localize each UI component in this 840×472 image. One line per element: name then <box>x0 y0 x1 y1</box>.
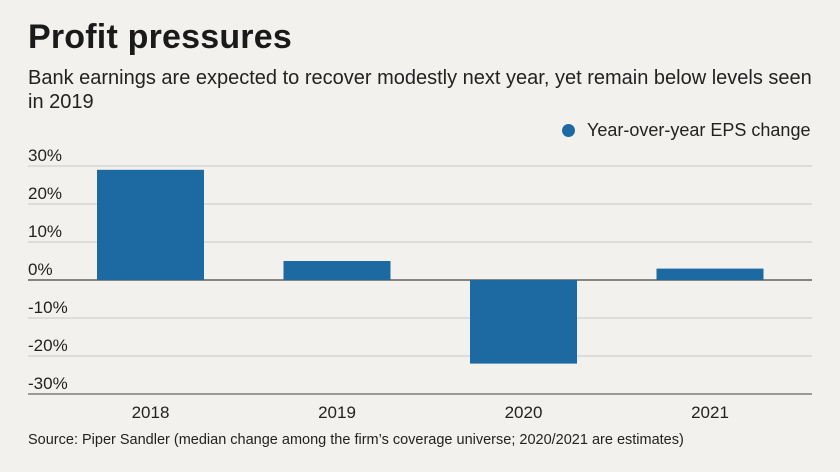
y-tick-label: 20% <box>28 184 62 203</box>
y-tick-label: 10% <box>28 222 62 241</box>
y-tick-label: 0% <box>28 260 53 279</box>
chart-legend: Year-over-year EPS change <box>562 120 810 141</box>
x-tick-label: 2018 <box>132 403 170 422</box>
y-tick-label: -30% <box>28 374 68 393</box>
y-tick-label: -10% <box>28 298 68 317</box>
chart-subtitle: Bank earnings are expected to recover mo… <box>28 67 812 113</box>
bar-2020 <box>470 280 577 364</box>
x-tick-label: 2019 <box>318 403 356 422</box>
y-tick-label: 30% <box>28 146 62 165</box>
source-note: Source: Piper Sandler (median change amo… <box>28 432 684 448</box>
y-tick-label: -20% <box>28 336 68 355</box>
x-tick-label: 2020 <box>505 403 543 422</box>
legend-label: Year-over-year EPS change <box>587 120 811 140</box>
chart-title: Profit pressures <box>28 18 292 56</box>
bar-2018 <box>97 169 204 280</box>
x-tick-label: 2021 <box>691 403 729 422</box>
bar-2019 <box>283 261 391 280</box>
bar-2021 <box>656 268 764 280</box>
legend-marker <box>562 124 575 137</box>
